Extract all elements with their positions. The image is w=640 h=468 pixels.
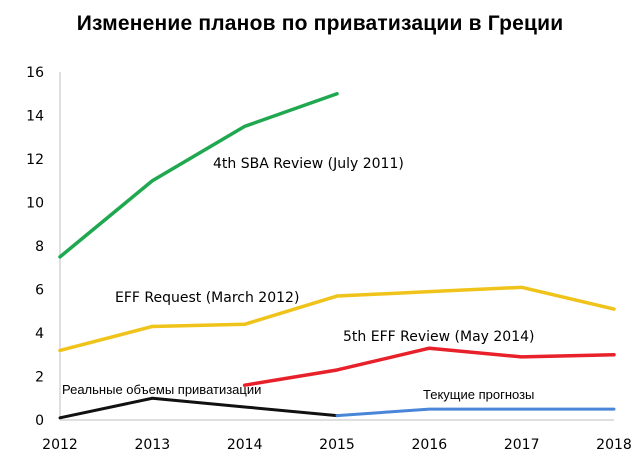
series-label-actual: Реальные объемы приватизации <box>62 382 261 397</box>
y-tick-label: 10 <box>26 196 44 212</box>
y-tick-label: 6 <box>35 283 44 299</box>
x-tick-label: 2012 <box>42 437 78 453</box>
y-tick-labels: 0 2 4 6 8 10 12 14 16 <box>26 65 44 429</box>
x-tick-label: 2017 <box>504 437 540 453</box>
series-line-forecast <box>335 407 616 418</box>
series-annotations: 4th SBA Review (July 2011) EFF Request (… <box>62 156 534 402</box>
chart-axes <box>59 72 614 421</box>
x-tick-label: 2018 <box>596 437 632 453</box>
chart-title: Изменение планов по приватизации в Греци… <box>76 12 564 35</box>
series-line-eff-review <box>242 346 616 387</box>
series-label-eff-request: EFF Request (March 2012) <box>115 290 299 306</box>
y-tick-label: 0 <box>35 413 44 429</box>
series-label-sba: 4th SBA Review (July 2011) <box>213 156 404 172</box>
x-tick-label: 2014 <box>227 437 263 453</box>
y-tick-label: 14 <box>26 109 44 125</box>
x-tick-label: 2016 <box>412 437 448 453</box>
x-tick-label: 2015 <box>319 437 355 453</box>
series-line-actual <box>58 396 339 420</box>
y-tick-label: 16 <box>26 65 44 81</box>
y-tick-label: 8 <box>35 239 44 255</box>
x-tick-label: 2013 <box>135 437 171 453</box>
y-tick-label: 12 <box>26 152 44 168</box>
y-tick-label: 2 <box>35 370 44 386</box>
y-tick-label: 4 <box>35 326 44 342</box>
series-label-forecast: Текущие прогнозы <box>423 387 534 402</box>
series-lines <box>58 92 616 420</box>
series-line-eff-request <box>58 285 616 353</box>
series-label-eff-review: 5th EFF Review (May 2014) <box>343 329 534 345</box>
x-tick-labels: 2012 2013 2014 2015 2016 2017 2018 <box>42 437 632 453</box>
series-line-sba <box>58 92 339 259</box>
